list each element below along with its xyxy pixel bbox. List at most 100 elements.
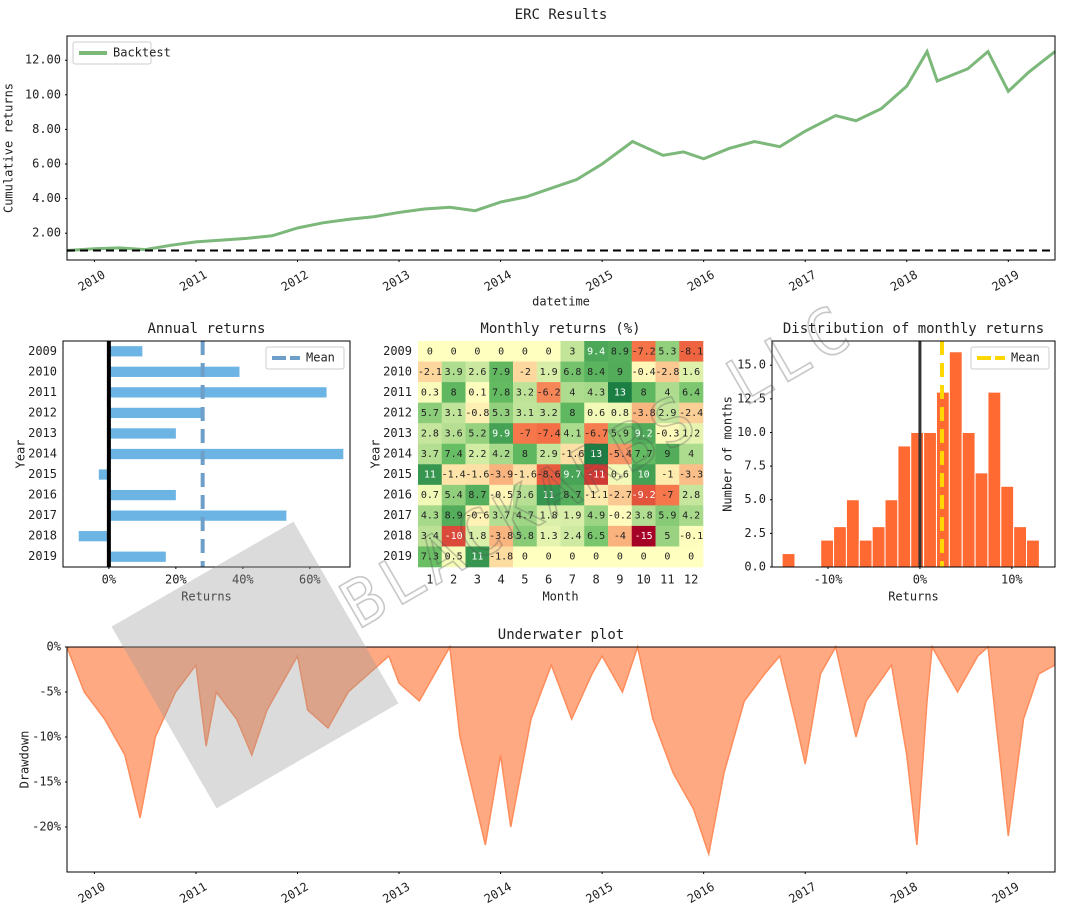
bar — [108, 428, 176, 439]
cell-label: 7.8 — [492, 387, 510, 398]
heatmap-cell — [441, 443, 466, 465]
cell-label: 9 — [664, 449, 670, 460]
heatmap-cell — [560, 423, 585, 445]
cell-label: 6.5 — [587, 531, 605, 542]
cell-label: 2.9 — [658, 408, 676, 419]
heatmap-cell — [584, 546, 609, 568]
histogram-bar — [897, 445, 912, 568]
cell-label: 3.8 — [635, 511, 653, 522]
cell-label: -1.6 — [465, 470, 489, 481]
y-tick-label: 2012 — [383, 405, 412, 419]
y-tick-label: 10.00 — [25, 87, 61, 101]
cell-label: -0.1 — [679, 531, 703, 542]
x-tick-label: 2018 — [888, 880, 920, 907]
cell-label: 0 — [498, 346, 504, 357]
heatmap-cell — [584, 484, 609, 506]
heatmap-cell — [560, 525, 585, 547]
heatmap-cell — [608, 341, 633, 362]
heatmap-cell — [441, 382, 466, 403]
heatmap-cell — [418, 402, 443, 424]
heatmap-cell — [441, 464, 466, 486]
histogram-bar — [923, 431, 937, 568]
heatmap-cell — [631, 341, 656, 362]
cell-label: 0 — [522, 552, 528, 563]
histogram-bar — [974, 472, 989, 568]
cell-label: -11 — [587, 470, 605, 481]
cell-label: -0.5 — [489, 490, 513, 501]
heatmap-cell — [679, 382, 704, 403]
heatmap-cell — [631, 464, 656, 486]
y-tick-label: 2016 — [28, 488, 57, 502]
y-tick-label: -10% — [32, 730, 62, 744]
cell-label: -5.4 — [608, 449, 632, 460]
cell-label: 2.2 — [468, 449, 486, 460]
cell-label: 2.9 — [540, 449, 558, 460]
heatmap-cell — [560, 402, 585, 424]
bar — [108, 346, 143, 357]
y-tick-label: 12.00 — [25, 53, 61, 67]
cell-label: 11 — [543, 490, 555, 501]
cell-label: 0 — [522, 346, 528, 357]
x-tick-label: 2013 — [380, 880, 412, 907]
x-tick-label: 3 — [474, 573, 481, 587]
cell-label: 13 — [614, 387, 626, 398]
x-tick-label: 8 — [593, 573, 600, 587]
x-tick-label: 1 — [426, 573, 433, 587]
x-tick-label: 12 — [684, 573, 698, 587]
heatmap-cell — [513, 402, 538, 424]
x-tick-label: 2013 — [380, 268, 412, 295]
cell-label: 1.8 — [468, 531, 486, 542]
cell-label: 3.2 — [516, 387, 534, 398]
y-tick-label: 2019 — [28, 549, 57, 563]
y-tick-label: 12.5 — [737, 391, 766, 405]
cell-label: -2.7 — [608, 490, 632, 501]
x-tick-label: 11 — [660, 573, 674, 587]
x-tick-label: -10% — [814, 573, 844, 587]
cell-label: 0 — [427, 346, 433, 357]
heatmap-cell — [489, 361, 514, 383]
cell-label: 0.6 — [587, 408, 605, 419]
histogram-bar — [884, 499, 899, 568]
heatmap-cell — [536, 382, 561, 403]
cell-label: 9.4 — [587, 346, 605, 357]
heatmap-cell — [465, 423, 490, 445]
heatmap-cell — [608, 546, 633, 568]
histogram-bar — [820, 539, 835, 568]
legend-label: Backtest — [113, 46, 171, 60]
cell-label: 0 — [546, 552, 552, 563]
heatmap-cell — [655, 525, 680, 547]
heatmap-cell — [631, 525, 656, 547]
x-tick-label: 6 — [545, 573, 552, 587]
cell-label: -1.6 — [560, 449, 584, 460]
x-tick-label: 10% — [1001, 573, 1023, 587]
cell-label: 4.2 — [492, 449, 510, 460]
heatmap-cell — [608, 402, 633, 424]
x-tick-label: 2014 — [482, 880, 514, 907]
y-tick-label: 2009 — [28, 344, 57, 358]
heatmap-cell — [679, 484, 704, 506]
heatmap-cell — [441, 402, 466, 424]
heatmap-cell — [513, 464, 538, 486]
heatmap-cell — [679, 464, 704, 486]
cell-label: 5.3 — [658, 346, 676, 357]
x-tick-label: 4 — [498, 573, 505, 587]
cell-label: 3.4 — [421, 531, 439, 542]
y-tick-label: 7.5 — [744, 459, 766, 473]
heatmap-cell — [608, 443, 633, 465]
cell-label: 4.7 — [516, 511, 534, 522]
cell-label: 11 — [471, 552, 483, 563]
cell-label: -7.4 — [537, 428, 561, 439]
heatmap-cell — [536, 361, 561, 383]
cell-label: -8.6 — [537, 470, 561, 481]
legend-label: Mean — [1011, 351, 1040, 365]
cell-label: 3.6 — [445, 428, 463, 439]
cell-label: 5.9 — [658, 511, 676, 522]
legend-box — [970, 346, 1050, 370]
cell-label: 1.9 — [563, 511, 581, 522]
y-tick-label: 2010 — [383, 364, 412, 378]
cell-label: -7.2 — [632, 346, 656, 357]
cell-label: -3.9 — [489, 470, 513, 481]
heatmap-cell — [489, 525, 514, 547]
heatmap-cell — [489, 423, 514, 445]
y-tick-label: 2017 — [383, 508, 412, 522]
